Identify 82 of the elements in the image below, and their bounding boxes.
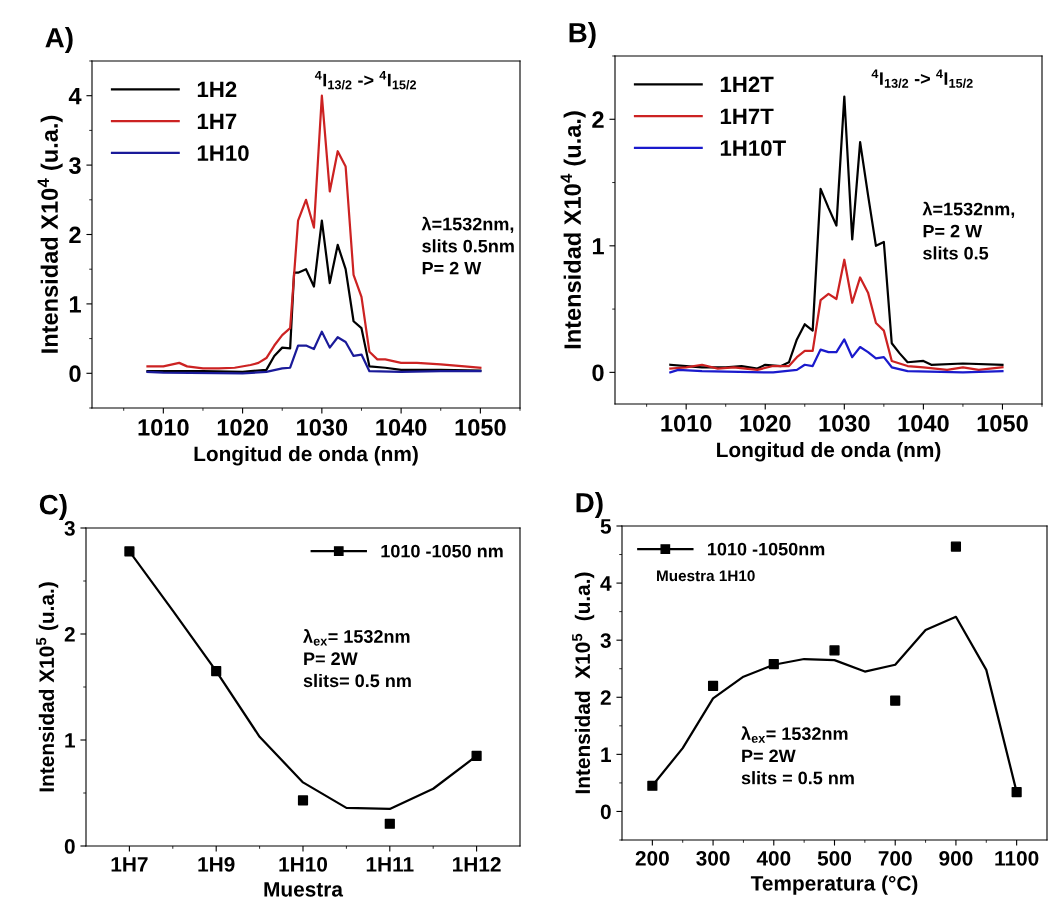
x-tick-label: 1020 <box>740 415 791 432</box>
legend-label: 1H10T <box>720 140 786 156</box>
legend-label: 1H2 <box>197 81 237 98</box>
x-tick-label: 1100 <box>995 850 1039 866</box>
x-tick-label: 300 <box>696 850 730 866</box>
chart-title: B) <box>569 22 596 48</box>
y-tick-label: 1 <box>601 747 611 762</box>
annotation: Muestra 1H10 <box>657 570 755 582</box>
x-tick-label: 1010 <box>661 415 712 432</box>
line-series <box>669 338 1004 374</box>
point <box>950 541 962 552</box>
annotation: λ=1532nm, slits 0.5nm P= 2 W <box>421 216 514 275</box>
y-axis-title: Intensidad X10$^{4}$ (u.a.) <box>37 115 63 353</box>
legend-label: 1H2T <box>720 76 774 93</box>
point <box>647 780 658 791</box>
y-tick-label: 4 <box>600 576 612 591</box>
chart-title: A) <box>45 27 73 53</box>
x-tick-label: 1H10 <box>279 856 328 872</box>
x-axis-title: Muestra <box>264 882 344 897</box>
x-tick-label: 1H12 <box>453 856 501 872</box>
annotation: λ$_{ex}$= 1532nm P= 2W slits= 0.5 nm <box>303 629 411 688</box>
y-tick-label: 0 <box>64 839 75 854</box>
x-tick-label: 1H9 <box>198 856 235 872</box>
legend-label: 1H7 <box>197 113 237 129</box>
y-axis-title: Intensidad X10$^{5}$ (u.a.) <box>36 582 59 792</box>
y-tick-label: 1 <box>592 238 604 255</box>
point <box>890 695 901 706</box>
x-axis-title: Temperatura (°C) <box>750 875 918 895</box>
x-tick-label: 1030 <box>297 419 348 436</box>
annotation: λ$_{ex}$= 1532nm P= 2W slits = 0.5 nm <box>741 726 854 785</box>
y-tick-label: 2 <box>600 690 611 705</box>
y-tick-label: 1 <box>69 296 81 313</box>
line-series <box>146 330 482 375</box>
legend-label: 1H10 <box>197 145 249 161</box>
point <box>471 750 482 761</box>
x-tick-label: 1H11 <box>366 857 414 872</box>
point <box>384 818 395 829</box>
y-axis-title: Intensidad X10$^{4}$ (u.a.) <box>560 111 586 349</box>
x-tick-label: 1050 <box>455 419 506 436</box>
y-tick-label: 0 <box>69 365 81 383</box>
x-tick-label: 1040 <box>898 415 949 432</box>
x-tick-label: 1020 <box>217 419 268 436</box>
y-axis-title: Intensidad X10$^{5}$ (u.a.) <box>572 572 595 794</box>
annotation: λ=1532nm, P= 2 W slits 0.5 <box>922 201 1015 260</box>
annotation: $^{4}$I$_{13/2}$ -> $^{4}$I$_{15/2}$ <box>871 69 973 88</box>
legend-label: 1010 -1050 nm <box>381 544 503 558</box>
y-tick-label: 5 <box>600 519 611 534</box>
x-tick-label: 500 <box>817 850 852 866</box>
y-tick-label: 2 <box>69 226 81 244</box>
x-axis-title: Longitud de onda (nm) <box>194 445 418 466</box>
chart-title: C) <box>39 494 67 520</box>
point <box>297 795 309 806</box>
y-tick-label: 3 <box>69 157 81 174</box>
y-tick-label: 3 <box>600 633 611 648</box>
chart-title: D) <box>576 492 603 518</box>
x-tick-label: 1010 <box>138 419 189 436</box>
legend-label: 1H7T <box>720 108 774 124</box>
x-tick-label: 200 <box>635 850 669 866</box>
point <box>829 645 840 656</box>
x-tick-label: 400 <box>756 850 791 866</box>
line-series <box>669 258 1004 371</box>
point <box>768 659 779 670</box>
y-tick-label: 4 <box>68 88 82 105</box>
y-tick-label: 2 <box>64 627 75 642</box>
x-axis-title: Longitud de onda (nm) <box>717 441 941 462</box>
annotation: $^{4}$I$_{13/2}$ -> $^{4}$I$_{15/2}$ <box>314 70 417 90</box>
point <box>211 666 222 677</box>
y-tick-label: 0 <box>600 804 611 820</box>
y-tick-label: 3 <box>64 521 75 536</box>
x-tick-label: 1040 <box>376 419 427 436</box>
point <box>124 546 135 557</box>
x-tick-label: 900 <box>939 850 973 866</box>
x-tick-label: 1030 <box>819 415 870 432</box>
y-tick-label: 1 <box>65 733 75 748</box>
legend-label: 1010 -1050nm <box>708 542 825 556</box>
y-tick-label: 0 <box>592 364 604 382</box>
x-tick-label: 1050 <box>977 415 1028 432</box>
point <box>1011 786 1022 798</box>
x-tick-label: 1H7 <box>111 857 148 872</box>
x-tick-label: 700 <box>878 850 912 866</box>
y-tick-label: 2 <box>592 111 604 128</box>
point <box>707 680 719 691</box>
